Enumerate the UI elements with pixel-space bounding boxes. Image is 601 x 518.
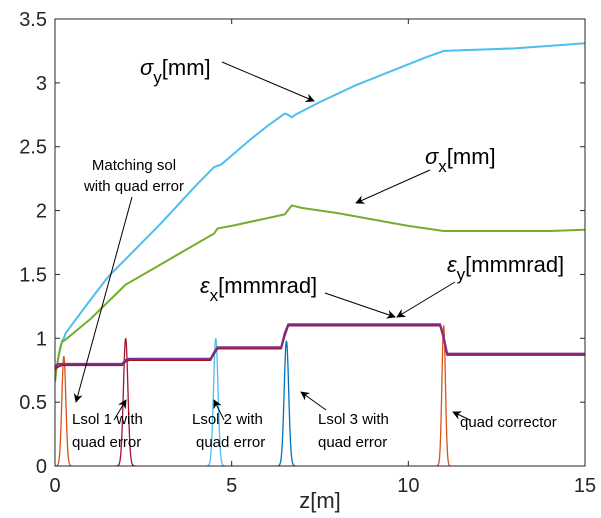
lsol2-line2: quad error xyxy=(196,434,265,451)
y-tick-label: 1 xyxy=(36,328,47,350)
y-tick-label: 0.5 xyxy=(19,392,47,414)
y-tick-label: 1.5 xyxy=(19,264,47,286)
y-tick-label: 2.5 xyxy=(19,137,47,159)
y-tick-label: 3 xyxy=(36,73,47,95)
annotation-quad-corrector: quad corrector xyxy=(453,412,557,431)
eps-x-symbol: ε xyxy=(200,273,210,298)
x-tick-label: 10 xyxy=(397,475,419,497)
matching-line2: with quad error xyxy=(83,178,184,195)
sigma-y-unit: [mm] xyxy=(162,55,211,80)
sigma-x-symbol: σ xyxy=(425,144,439,169)
x-axis-label: z[m] xyxy=(299,488,341,513)
y-tick-label: 3.5 xyxy=(19,9,47,31)
lsol3-line2: quad error xyxy=(318,434,387,451)
eps-x-unit: [mmmrad] xyxy=(218,273,317,298)
matching-line1: Matching sol xyxy=(92,157,176,174)
sigma-y-symbol: σ xyxy=(140,55,154,80)
y-tick-label: 0 xyxy=(36,456,47,478)
x-tick-label: 5 xyxy=(226,475,237,497)
lsol3-line1: Lsol 3 with xyxy=(318,411,389,428)
y-tick-label: 2 xyxy=(36,201,47,223)
plot-background xyxy=(55,19,585,466)
lsol1-line2: quad error xyxy=(72,434,141,451)
lsol1-line1: Lsol 1 with xyxy=(72,411,143,428)
eps-y-symbol: ε xyxy=(447,252,457,277)
corrector-line1: quad corrector xyxy=(460,414,557,431)
sigma-x-unit: [mm] xyxy=(447,144,496,169)
x-tick-label: 0 xyxy=(49,475,60,497)
eps-y-unit: [mmmrad] xyxy=(465,252,564,277)
x-tick-label: 15 xyxy=(574,475,596,497)
lsol2-line1: Lsol 2 with xyxy=(192,411,263,428)
